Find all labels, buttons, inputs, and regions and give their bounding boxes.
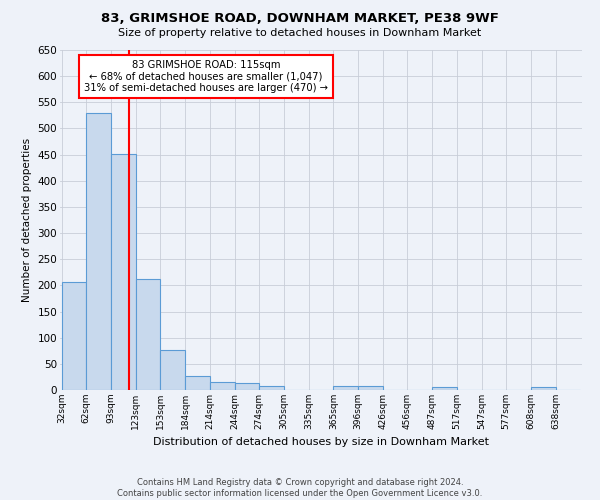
Bar [86, 113, 111, 390]
Bar [334, 386, 358, 390]
Bar [235, 383, 259, 390]
X-axis label: Distribution of detached houses by size in Downham Market: Distribution of detached houses by size … [153, 438, 489, 448]
Bar [210, 382, 235, 390]
Bar [160, 350, 185, 390]
Text: 83, GRIMSHOE ROAD, DOWNHAM MARKET, PE38 9WF: 83, GRIMSHOE ROAD, DOWNHAM MARKET, PE38 … [101, 12, 499, 26]
Text: Size of property relative to detached houses in Downham Market: Size of property relative to detached ho… [118, 28, 482, 38]
Text: 83 GRIMSHOE ROAD: 115sqm
← 68% of detached houses are smaller (1,047)
31% of sem: 83 GRIMSHOE ROAD: 115sqm ← 68% of detach… [84, 60, 328, 94]
Bar [185, 376, 210, 390]
Bar [136, 278, 160, 390]
Bar [62, 282, 86, 390]
Bar [111, 154, 136, 390]
Y-axis label: Number of detached properties: Number of detached properties [22, 138, 32, 302]
Text: Contains HM Land Registry data © Crown copyright and database right 2024.
Contai: Contains HM Land Registry data © Crown c… [118, 478, 482, 498]
Bar [259, 386, 284, 390]
Bar [358, 386, 383, 390]
Bar [531, 388, 556, 390]
Bar [432, 388, 457, 390]
